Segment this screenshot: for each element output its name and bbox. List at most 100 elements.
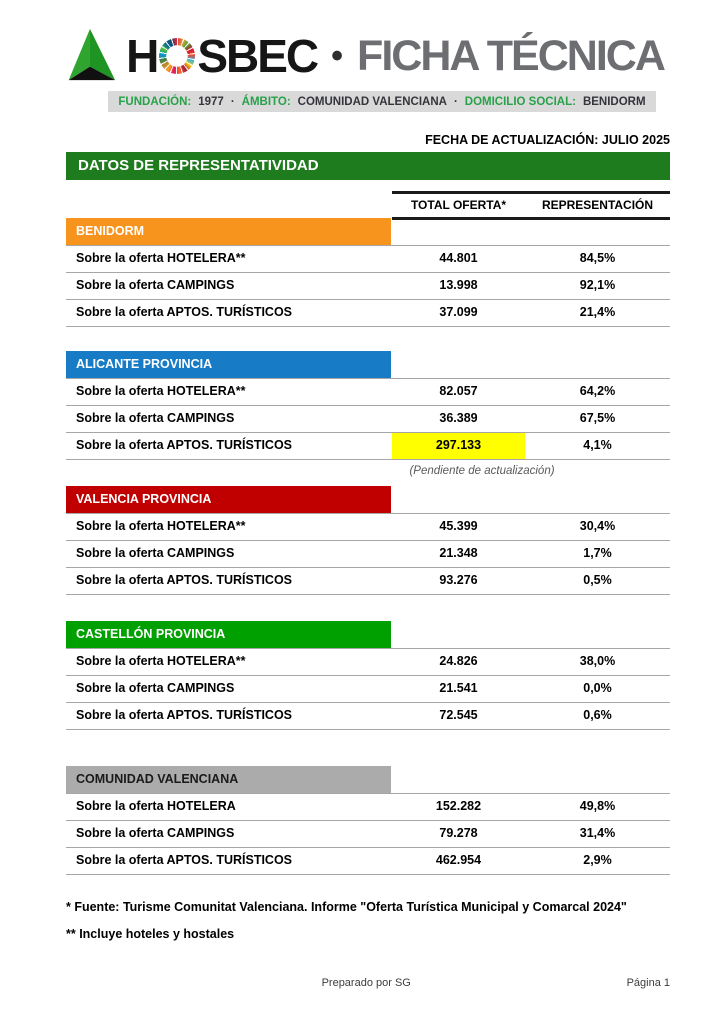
row-label: Sobre la oferta HOTELERA**: [76, 519, 246, 533]
table-row: Sobre la oferta CAMPINGS 21.348 1,7%: [66, 541, 670, 568]
section-header-alicante: ALICANTE PROVINCIA: [66, 351, 391, 378]
table-row: Sobre la oferta HOTELERA** 82.057 64,2%: [66, 379, 670, 406]
row-label: Sobre la oferta HOTELERA**: [76, 654, 246, 668]
representation-value: 0,5%: [583, 573, 612, 587]
brand-wordmark-prefix: H: [126, 30, 159, 82]
table-row: Sobre la oferta CAMPINGS 36.389 67,5%: [66, 406, 670, 433]
column-header-representacion: REPRESENTACIÓN: [541, 198, 654, 212]
total-value: 152.282: [435, 799, 482, 813]
table-row: Sobre la oferta APTOS. TURÍSTICOS 37.099…: [66, 300, 670, 327]
section-header-castellon: CASTELLÓN PROVINCIA: [66, 621, 391, 648]
header-logo: H SBEC • FICHA TÉCNICA: [0, 24, 724, 88]
representation-value: 38,0%: [579, 654, 616, 668]
info-label-domicilio: DOMICILIO SOCIAL:: [464, 95, 576, 108]
representation-value: 64,2%: [579, 384, 616, 398]
table-section-alicante-provincia: ALICANTE PROVINCIA Sobre la oferta HOTEL…: [66, 351, 670, 477]
table-row: Sobre la oferta CAMPINGS 21.541 0,0%: [66, 676, 670, 703]
footnote-hotels: ** Incluye hoteles y hostales: [66, 927, 235, 941]
representation-value: 0,6%: [583, 708, 612, 722]
total-value-highlighted: 297.133: [392, 433, 525, 459]
page-number: Página 1: [626, 977, 670, 989]
representation-value: 92,1%: [579, 278, 616, 292]
total-value: 21.348: [439, 546, 478, 560]
representation-value: 67,5%: [579, 411, 616, 425]
table-row: Sobre la oferta HOTELERA 152.282 49,8%: [66, 794, 670, 821]
column-headers: TOTAL OFERTA* REPRESENTACIÓN: [392, 191, 670, 220]
row-label: Sobre la oferta HOTELERA**: [76, 384, 246, 398]
info-label-fundacion: FUNDACIÓN:: [118, 95, 192, 108]
table-row: Sobre la oferta APTOS. TURÍSTICOS 297.13…: [66, 433, 670, 460]
table-row: Sobre la oferta CAMPINGS 13.998 92,1%: [66, 273, 670, 300]
representation-value: 30,4%: [579, 519, 616, 533]
column-header-total-oferta: TOTAL OFERTA*: [410, 198, 507, 212]
brand-wordmark: H SBEC: [126, 30, 319, 82]
footnote-source: * Fuente: Turisme Comunitat Valenciana. …: [66, 900, 627, 914]
row-label: Sobre la oferta CAMPINGS: [76, 681, 235, 695]
total-value: 36.389: [439, 411, 478, 425]
total-value: 93.276: [439, 573, 478, 587]
footnotes: * Fuente: Turisme Comunitat Valenciana. …: [66, 900, 670, 954]
representation-value: 49,8%: [579, 799, 616, 813]
info-value-domicilio: BENIDORM: [582, 95, 646, 108]
row-label: Sobre la oferta CAMPINGS: [76, 278, 235, 292]
update-date: FECHA DE ACTUALIZACIÓN: JULIO 2025: [425, 133, 670, 147]
info-value-ambito: COMUNIDAD VALENCIANA: [297, 95, 447, 108]
row-label: Sobre la oferta HOTELERA: [76, 799, 236, 813]
table-section-castellon-provincia: CASTELLÓN PROVINCIA Sobre la oferta HOTE…: [66, 621, 670, 730]
total-value: 462.954: [435, 853, 482, 867]
table-row: Sobre la oferta APTOS. TURÍSTICOS 93.276…: [66, 568, 670, 595]
row-label: Sobre la oferta CAMPINGS: [76, 411, 235, 425]
table-row: Sobre la oferta APTOS. TURÍSTICOS 462.95…: [66, 848, 670, 875]
info-value-fundacion: 1977: [198, 95, 224, 108]
table-row: Sobre la oferta HOTELERA** 24.826 38,0%: [66, 649, 670, 676]
representation-value: 1,7%: [583, 546, 612, 560]
total-value: 21.541: [439, 681, 478, 695]
table-row: Sobre la oferta CAMPINGS 79.278 31,4%: [66, 821, 670, 848]
info-separator: ·: [453, 95, 458, 108]
total-value: 37.099: [439, 305, 478, 319]
row-label: Sobre la oferta HOTELERA**: [76, 251, 246, 265]
table-section-benidorm: BENIDORM Sobre la oferta HOTELERA** 44.8…: [66, 218, 670, 327]
representation-value: 31,4%: [579, 826, 616, 840]
table-row: Sobre la oferta HOTELERA** 45.399 30,4%: [66, 514, 670, 541]
row-label: Sobre la oferta APTOS. TURÍSTICOS: [76, 853, 293, 867]
table-section-valencia-provincia: VALENCIA PROVINCIA Sobre la oferta HOTEL…: [66, 486, 670, 595]
row-label: Sobre la oferta APTOS. TURÍSTICOS: [76, 708, 293, 722]
total-value: 82.057: [439, 384, 478, 398]
brand-separator-dot: •: [331, 37, 344, 75]
representation-value: 21,4%: [579, 305, 616, 319]
total-value: 79.278: [439, 826, 478, 840]
section-title-banner: DATOS DE REPRESENTATIVIDAD: [66, 152, 670, 180]
brand-wordmark-suffix: SBEC: [197, 30, 319, 82]
total-value: 72.545: [439, 708, 478, 722]
section-header-benidorm: BENIDORM: [66, 218, 391, 245]
total-value: 45.399: [439, 519, 478, 533]
prepared-by: Preparado por SG: [321, 977, 411, 989]
info-separator: ·: [230, 95, 235, 108]
table-row: Sobre la oferta HOTELERA** 44.801 84,5%: [66, 246, 670, 273]
hosbec-triangle-logo-icon: [68, 28, 116, 81]
info-bar: FUNDACIÓN: 1977 · ÁMBITO: COMUNIDAD VALE…: [108, 91, 656, 112]
section-header-valencia: VALENCIA PROVINCIA: [66, 486, 391, 513]
row-label: Sobre la oferta APTOS. TURÍSTICOS: [76, 305, 293, 319]
row-label: Sobre la oferta APTOS. TURÍSTICOS: [76, 438, 293, 452]
row-label: Sobre la oferta APTOS. TURÍSTICOS: [76, 573, 293, 587]
page-footer: Preparado por SG Página 1: [66, 977, 670, 993]
representation-value: 4,1%: [583, 438, 612, 452]
row-label: Sobre la oferta CAMPINGS: [76, 546, 235, 560]
representation-value: 84,5%: [579, 251, 616, 265]
table-section-comunidad-valenciana: COMUNIDAD VALENCIANA Sobre la oferta HOT…: [66, 766, 670, 875]
total-value: 24.826: [439, 654, 478, 668]
representation-value: 0,0%: [583, 681, 612, 695]
section-header-comunidad-valenciana: COMUNIDAD VALENCIANA: [66, 766, 391, 793]
table-row: Sobre la oferta APTOS. TURÍSTICOS 72.545…: [66, 703, 670, 730]
total-value: 13.998: [439, 278, 478, 292]
sdg-wheel-icon: [159, 38, 196, 74]
representation-value: 2,9%: [583, 853, 612, 867]
total-value: 44.801: [439, 251, 478, 265]
info-label-ambito: ÁMBITO:: [241, 95, 291, 108]
document-title: FICHA TÉCNICA: [357, 31, 666, 80]
pending-update-note: (Pendiente de actualización): [409, 465, 555, 477]
row-label: Sobre la oferta CAMPINGS: [76, 826, 235, 840]
